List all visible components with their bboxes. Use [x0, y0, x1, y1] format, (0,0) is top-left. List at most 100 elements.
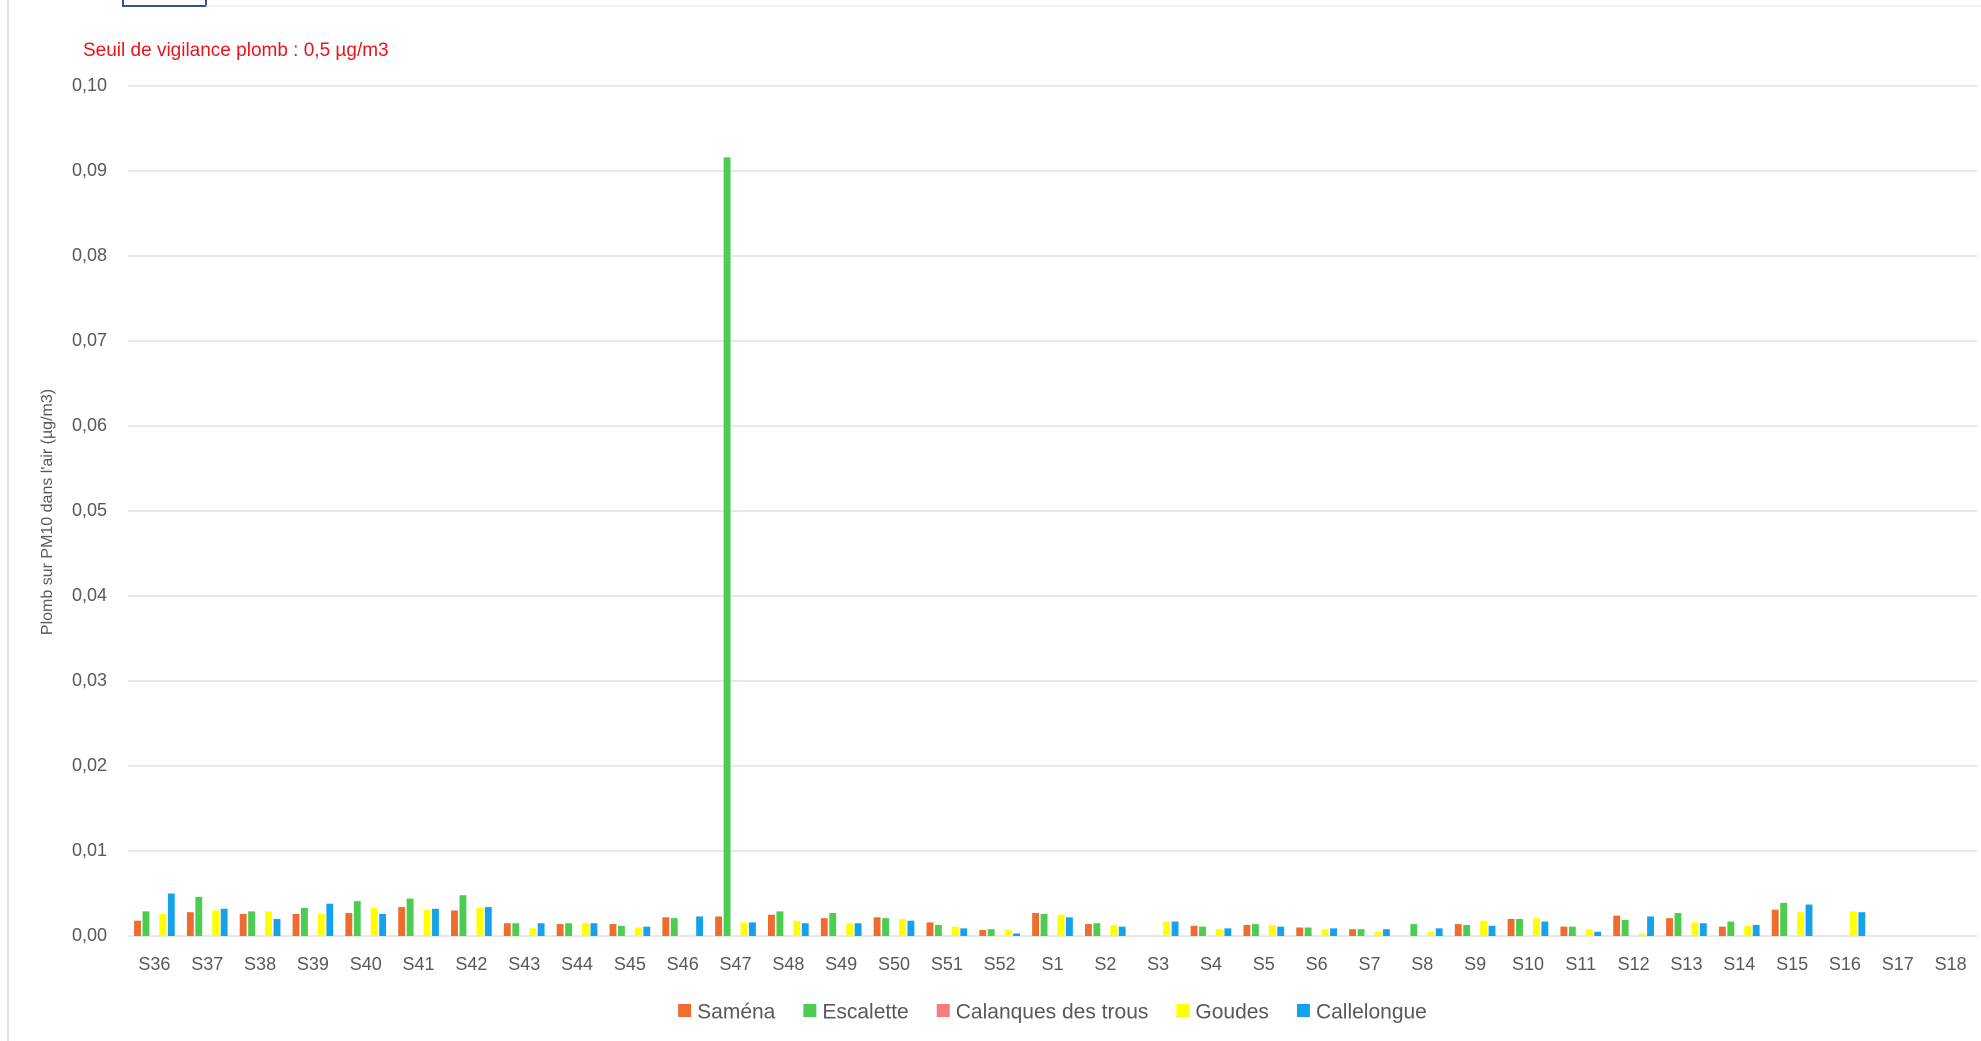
- bar: [846, 923, 854, 936]
- bar: [1224, 928, 1232, 936]
- y-tick-label: 0,03: [72, 670, 107, 690]
- bar: [1268, 924, 1276, 936]
- legend-label: Callelongue: [1316, 1001, 1427, 1024]
- bar: [326, 903, 334, 936]
- bar: [459, 895, 467, 936]
- bar: [423, 909, 431, 936]
- bar: [248, 911, 256, 936]
- bar: [484, 907, 492, 936]
- bar: [951, 926, 959, 936]
- bar: [1435, 928, 1443, 936]
- x-tick-label: S36: [138, 954, 170, 974]
- bar: [748, 922, 756, 936]
- y-tick-label: 0,08: [72, 245, 107, 265]
- bar: [1621, 919, 1629, 936]
- bar: [1040, 913, 1048, 936]
- bar: [1858, 912, 1866, 936]
- x-tick-label: S42: [455, 954, 487, 974]
- bar: [142, 911, 150, 936]
- bar: [590, 923, 598, 936]
- bar: [1638, 933, 1646, 936]
- bar: [265, 911, 272, 936]
- bar: [1691, 922, 1699, 936]
- bar: [1013, 933, 1021, 936]
- bar: [882, 918, 889, 936]
- bar: [801, 923, 809, 936]
- bar: [1110, 924, 1118, 936]
- bar: [793, 920, 801, 936]
- x-tick-label: S47: [720, 954, 752, 974]
- bar: [1780, 902, 1788, 936]
- bar: [1480, 920, 1488, 936]
- bar: [451, 910, 458, 936]
- bar: [1277, 926, 1285, 936]
- bar: [1507, 919, 1515, 936]
- x-tick-label: S5: [1253, 954, 1275, 974]
- x-tick-label: S15: [1776, 954, 1808, 974]
- bar: [1516, 919, 1523, 936]
- bar: [1057, 914, 1065, 936]
- x-tick-label: S3: [1147, 954, 1169, 974]
- bar: [1541, 921, 1549, 936]
- bar: [1727, 921, 1735, 936]
- bar: [723, 157, 731, 936]
- x-tick-label: S40: [350, 954, 382, 974]
- x-tick-label: S7: [1358, 954, 1380, 974]
- y-tick-label: 0,09: [72, 160, 107, 180]
- bar: [1410, 924, 1418, 936]
- y-tick-label: 0,01: [72, 840, 107, 860]
- bar: [1243, 924, 1251, 936]
- bar: [740, 922, 748, 936]
- y-tick-label: 0,07: [72, 330, 107, 350]
- legend-swatch: [678, 1004, 692, 1017]
- bar: [934, 924, 942, 936]
- bar: [1216, 929, 1223, 936]
- bar: [317, 913, 325, 936]
- bar: [1797, 912, 1804, 936]
- bar: [1084, 924, 1092, 936]
- bar: [696, 916, 704, 936]
- bar: [820, 918, 828, 936]
- bar: [273, 919, 281, 936]
- legend-label: Saména: [697, 1001, 776, 1024]
- bar: [854, 923, 862, 936]
- x-tick-label: S8: [1411, 954, 1433, 974]
- bar: [873, 917, 881, 936]
- bar: [186, 912, 194, 936]
- bar: [643, 926, 651, 936]
- x-tick-label: S2: [1094, 954, 1116, 974]
- y-axis-label: Plomb sur PM10 dans l'air (µg/m3): [39, 389, 56, 635]
- bar: [907, 920, 915, 936]
- bar: [1532, 918, 1540, 936]
- bar: [529, 928, 537, 936]
- bar: [776, 911, 784, 936]
- bar: [1321, 929, 1329, 936]
- bar: [565, 923, 573, 936]
- bar: [1349, 929, 1357, 936]
- bar: [1199, 926, 1206, 936]
- bar: [1771, 909, 1779, 936]
- bar: [715, 916, 723, 936]
- annotation: Seuil de vigilance plomb : 0,5 µg/m3: [83, 40, 389, 61]
- bar: [768, 914, 775, 936]
- bar: [1666, 918, 1673, 936]
- x-tick-label: S6: [1306, 954, 1328, 974]
- bar: [1463, 924, 1471, 936]
- x-tick-label: S1: [1041, 954, 1063, 974]
- x-tick-label: S51: [931, 954, 963, 974]
- legend-label: Goudes: [1195, 1001, 1269, 1024]
- bar: [379, 913, 387, 936]
- bar: [1744, 925, 1752, 936]
- x-tick-label: S41: [403, 954, 435, 974]
- x-tick-label: S44: [561, 954, 593, 974]
- bar: [670, 918, 678, 936]
- bar: [1190, 925, 1198, 936]
- bar: [1674, 913, 1682, 936]
- legend-swatch: [1296, 1004, 1310, 1017]
- bar: [239, 913, 247, 936]
- bar: [662, 917, 670, 936]
- selection-box: [122, 0, 207, 7]
- bar: [1032, 913, 1040, 936]
